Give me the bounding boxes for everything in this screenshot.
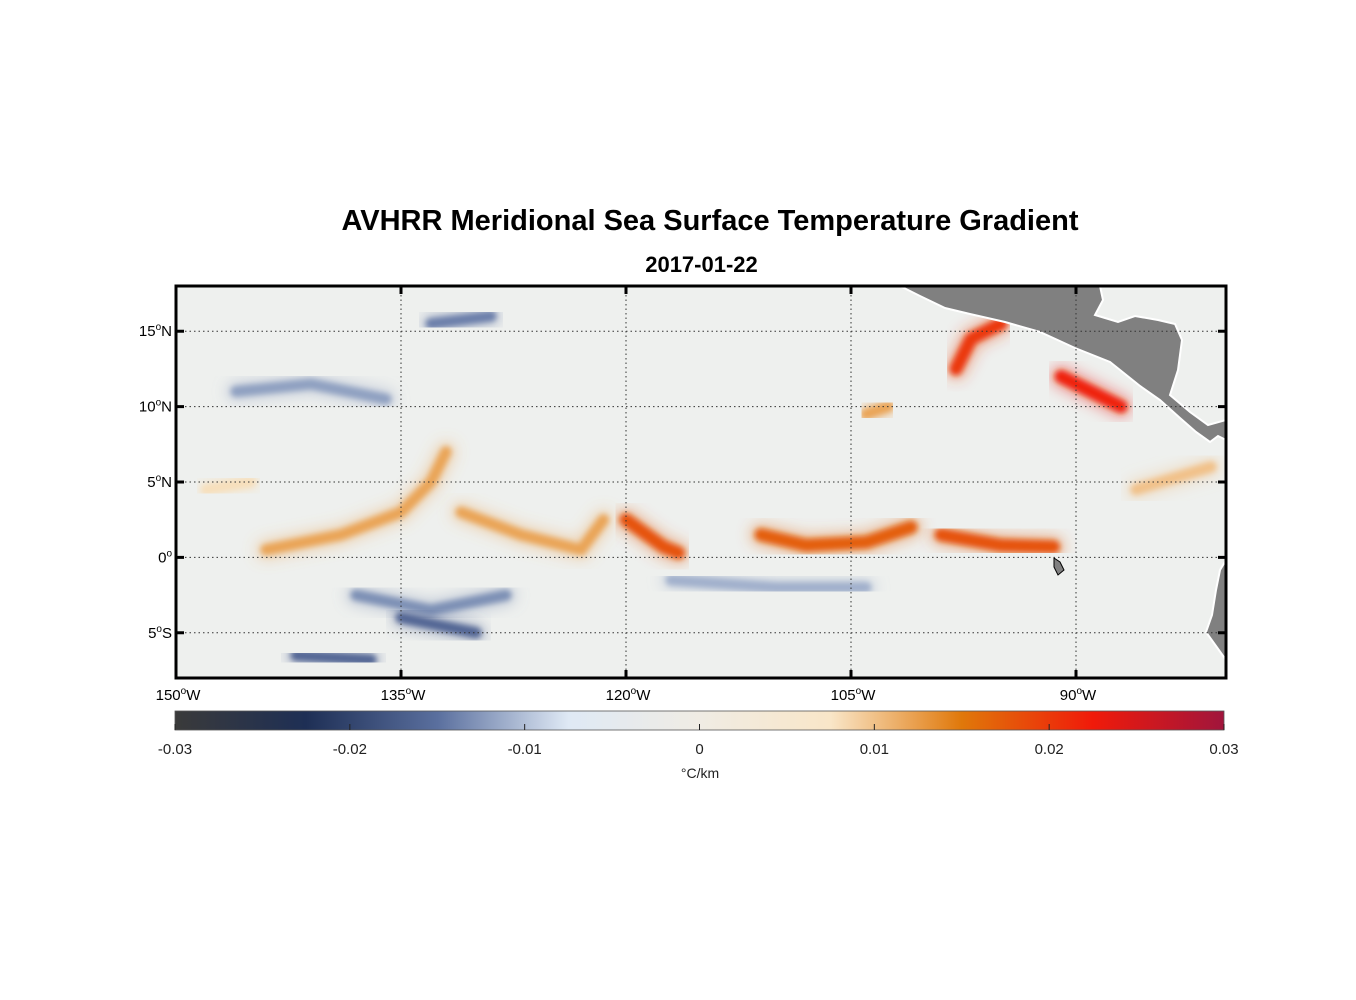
warm-front-band [200, 476, 257, 495]
warm-front-band [455, 506, 609, 556]
south-america-land [1204, 558, 1226, 662]
lon-tick-label: 150oW [156, 686, 202, 704]
warm-front-band [619, 513, 685, 560]
chart-subtitle: 2017-01-22 [645, 252, 758, 277]
warm-front-band [754, 520, 918, 552]
lat-tick-label: 5oN [147, 473, 172, 491]
lon-tick-label: 105oW [831, 686, 877, 704]
cold-gradient-band [290, 649, 377, 666]
colorbar-tick-label: -0.03 [158, 741, 192, 758]
lon-tick-label: 90oW [1060, 686, 1097, 704]
lat-tick-label: 15oN [139, 322, 172, 340]
warm-front-band [934, 528, 1060, 554]
warm-front-band [949, 317, 1008, 376]
colorbar-ticks: -0.03 -0.02 -0.01 0 0.01 0.02 0.03 [158, 724, 1239, 758]
colorbar-ramp [175, 711, 1224, 730]
warm-front-band [860, 401, 894, 420]
land-layer [899, 286, 1226, 662]
colorbar-tick-label: 0 [695, 741, 703, 758]
lat-tick-label: 0o [158, 548, 172, 566]
lat-tick-label: 10oN [139, 398, 172, 416]
colorbar-units: °C/km [681, 765, 719, 781]
lon-tick-label: 120oW [606, 686, 652, 704]
warm-front-band [1130, 461, 1217, 495]
warm-front-band [1054, 370, 1128, 414]
lon-tick-label: 135oW [381, 686, 427, 704]
colorbar-tick-label: -0.02 [333, 741, 367, 758]
map-plot-area: 15oN 10oN 5oN 0o 5oS 150oW 135oW 120oW 105oW 90oW [139, 284, 1228, 704]
axis-ticks: 15oN 10oN 5oN 0o 5oS 150oW 135oW 120oW 105oW 90oW [139, 286, 1226, 704]
cold-gradient-band [395, 612, 482, 639]
colorbar-tick-label: 0.03 [1209, 741, 1238, 758]
cold-gradient-band [665, 574, 872, 593]
cold-gradient-band [425, 310, 497, 330]
sst-gradient-field [195, 286, 1222, 671]
cold-gradient-band [230, 378, 392, 405]
colorbar-tick-label: 0.01 [860, 741, 889, 758]
colorbar: -0.03 -0.02 -0.01 0 0.01 0.02 0.03 °C/km [158, 710, 1239, 781]
central-america-land [899, 286, 1226, 444]
chart-title: AVHRR Meridional Sea Surface Temperature… [341, 205, 1079, 237]
cold-gradient-band [350, 589, 512, 616]
ocean-background [176, 286, 1226, 678]
lat-tick-label: 5oS [148, 624, 172, 642]
colorbar-tick-label: 0.02 [1035, 741, 1064, 758]
galapagos-land [1053, 557, 1065, 576]
colorbar-tick-label: -0.01 [508, 741, 542, 758]
